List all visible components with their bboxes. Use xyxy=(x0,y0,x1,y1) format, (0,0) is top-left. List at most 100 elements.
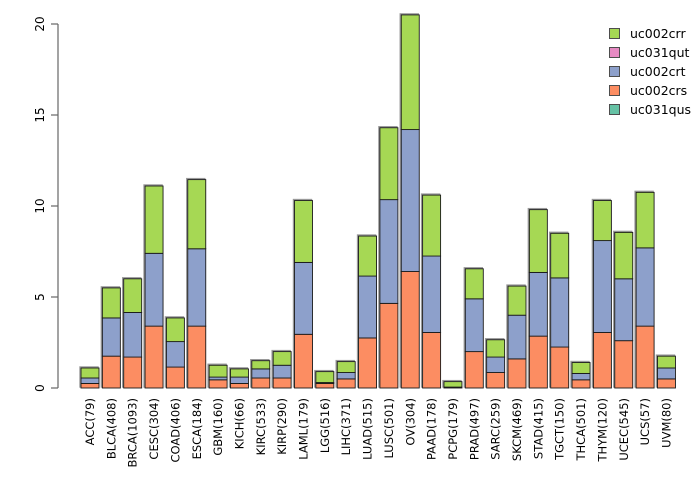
uc002crr-segment-GBM(160) xyxy=(208,364,228,378)
uc002crs-segment-TGCT(150) xyxy=(550,346,570,389)
uc002crr-segment-ESCA(184) xyxy=(187,179,207,250)
uc002crt-segment-LUSC(501) xyxy=(379,199,399,304)
uc002crt-segment-CESC(304) xyxy=(144,252,164,327)
y-tick-label: 15 xyxy=(33,107,47,122)
x-category-label: PAAD(178) xyxy=(425,398,439,460)
y-tick-label: 0 xyxy=(33,384,47,392)
uc002crs-segment-COAD(406) xyxy=(165,366,185,389)
uc002crt-segment-KIRC(533) xyxy=(251,368,271,379)
x-category-label: UCS(57) xyxy=(638,398,652,445)
uc002crr-segment-LUAD(515) xyxy=(358,235,377,277)
y-tick-label: 20 xyxy=(33,16,47,31)
uc002crt-segment-LUAD(515) xyxy=(358,275,377,339)
uc002crr-segment-TGCT(150) xyxy=(550,232,570,279)
uc002crt-segment-BLCA(408) xyxy=(101,317,121,357)
uc002crr-segment-KICH(66) xyxy=(229,368,249,378)
legend-item: uc002crs xyxy=(609,81,691,100)
uc002crs-segment-CESC(304) xyxy=(144,325,164,389)
uc002crs-segment-SKCM(469) xyxy=(507,358,527,389)
uc002crt-segment-PAAD(178) xyxy=(422,255,442,333)
legend: uc002crr uc031qut uc002crt uc002crs uc03… xyxy=(609,24,691,119)
legend-item: uc031qus xyxy=(609,100,691,119)
legend-swatch-uc031qut xyxy=(609,47,620,58)
y-tick-label: 5 xyxy=(33,293,47,301)
uc002crr-segment-PCPG(179) xyxy=(443,381,463,388)
uc002crs-segment-LGG(516) xyxy=(315,383,335,389)
uc002crt-segment-UCEC(545) xyxy=(614,278,634,342)
uc002crs-segment-ESCA(184) xyxy=(187,325,207,389)
x-category-label: KIRC(533) xyxy=(254,398,268,455)
y-tick-label: 10 xyxy=(33,198,47,213)
uc002crs-segment-BLCA(408) xyxy=(101,355,121,389)
uc002crs-segment-KIRC(533) xyxy=(251,377,271,389)
uc002crr-segment-BRCA(1093) xyxy=(123,278,143,313)
uc002crr-segment-PRAD(497) xyxy=(464,268,484,300)
uc002crr-segment-LAML(179) xyxy=(294,200,313,263)
uc002crs-segment-ACC(79) xyxy=(80,383,100,389)
uc002crs-segment-GBM(160) xyxy=(208,379,228,389)
x-category-label: ESCA(184) xyxy=(190,398,204,459)
x-category-label: LUSC(501) xyxy=(382,398,396,459)
uc002crt-segment-STAD(415) xyxy=(528,271,548,337)
x-category-label: UCEC(545) xyxy=(617,398,631,461)
x-category-label: ACC(79) xyxy=(83,398,97,445)
uc002crr-segment-LIHC(371) xyxy=(336,361,356,373)
x-category-label: LGG(516) xyxy=(318,398,332,453)
uc002crs-segment-THCA(501) xyxy=(571,379,591,389)
uc002crt-segment-KIRP(290) xyxy=(272,364,292,379)
uc002crr-segment-KIRP(290) xyxy=(272,351,292,366)
x-category-label: PCPG(179) xyxy=(446,398,460,460)
uc002crs-segment-LAML(179) xyxy=(294,333,313,389)
x-category-label: BRCA(1093) xyxy=(126,398,140,467)
uc002crs-segment-PAAD(178) xyxy=(422,332,442,389)
legend-swatch-uc031qus xyxy=(609,104,620,115)
legend-item: uc002crt xyxy=(609,62,691,81)
uc002crt-segment-OV(304) xyxy=(400,129,420,272)
uc002crr-segment-LUSC(501) xyxy=(379,127,399,201)
x-category-label: STAD(415) xyxy=(531,398,545,459)
legend-label: uc002crr xyxy=(630,26,686,41)
uc002crs-segment-LUAD(515) xyxy=(358,337,377,389)
uc002crs-segment-KICH(66) xyxy=(229,383,249,389)
uc002crt-segment-ESCA(184) xyxy=(187,248,207,327)
uc002crr-segment-THCA(501) xyxy=(571,362,591,374)
uc002crr-segment-UCS(57) xyxy=(635,191,655,249)
uc002crs-segment-SARC(259) xyxy=(486,372,506,389)
x-category-label: KIRP(290) xyxy=(275,398,289,455)
uc002crs-segment-KIRP(290) xyxy=(272,377,292,389)
x-category-label: LUAD(515) xyxy=(361,398,375,460)
legend-swatch-uc002crs xyxy=(609,85,620,96)
uc002crt-segment-TGCT(150) xyxy=(550,277,570,348)
uc002crs-segment-LUSC(501) xyxy=(379,302,399,389)
legend-swatch-uc002crt xyxy=(609,66,620,77)
uc002crr-segment-SARC(259) xyxy=(486,339,506,358)
legend-item: uc031qut xyxy=(609,43,691,62)
uc002crr-segment-BLCA(408) xyxy=(101,287,121,319)
legend-item: uc002crr xyxy=(609,24,691,43)
x-category-label: LIHC(371) xyxy=(339,398,353,455)
uc002crs-segment-THYM(120) xyxy=(592,332,612,389)
uc002crr-segment-SKCM(469) xyxy=(507,285,527,316)
uc002crt-segment-THCA(501) xyxy=(571,372,591,381)
x-category-label: KICH(66) xyxy=(232,398,246,449)
legend-label: uc031qus xyxy=(630,102,692,117)
uc002crr-segment-UCEC(545) xyxy=(614,231,634,280)
uc002crs-segment-UCEC(545) xyxy=(614,340,634,389)
uc002crr-segment-KIRC(533) xyxy=(251,360,271,370)
legend-swatch-uc002crr xyxy=(609,28,620,39)
legend-label: uc031qut xyxy=(630,45,690,60)
uc002crt-segment-LIHC(371) xyxy=(336,372,356,380)
uc002crs-segment-LIHC(371) xyxy=(336,378,356,389)
x-category-label: LAML(179) xyxy=(297,398,311,460)
uc002crt-segment-KICH(66) xyxy=(229,376,249,384)
uc002crt-segment-ACC(79) xyxy=(80,377,100,384)
uc002crt-segment-SKCM(469) xyxy=(507,314,527,360)
x-category-label: CESC(304) xyxy=(147,398,161,460)
uc002crs-segment-OV(304) xyxy=(400,271,420,389)
x-category-label: UVM(80) xyxy=(659,398,673,448)
x-category-label: THCA(501) xyxy=(574,398,588,462)
legend-label: uc002crt xyxy=(630,64,686,79)
uc002crs-segment-UCS(57) xyxy=(635,325,655,389)
